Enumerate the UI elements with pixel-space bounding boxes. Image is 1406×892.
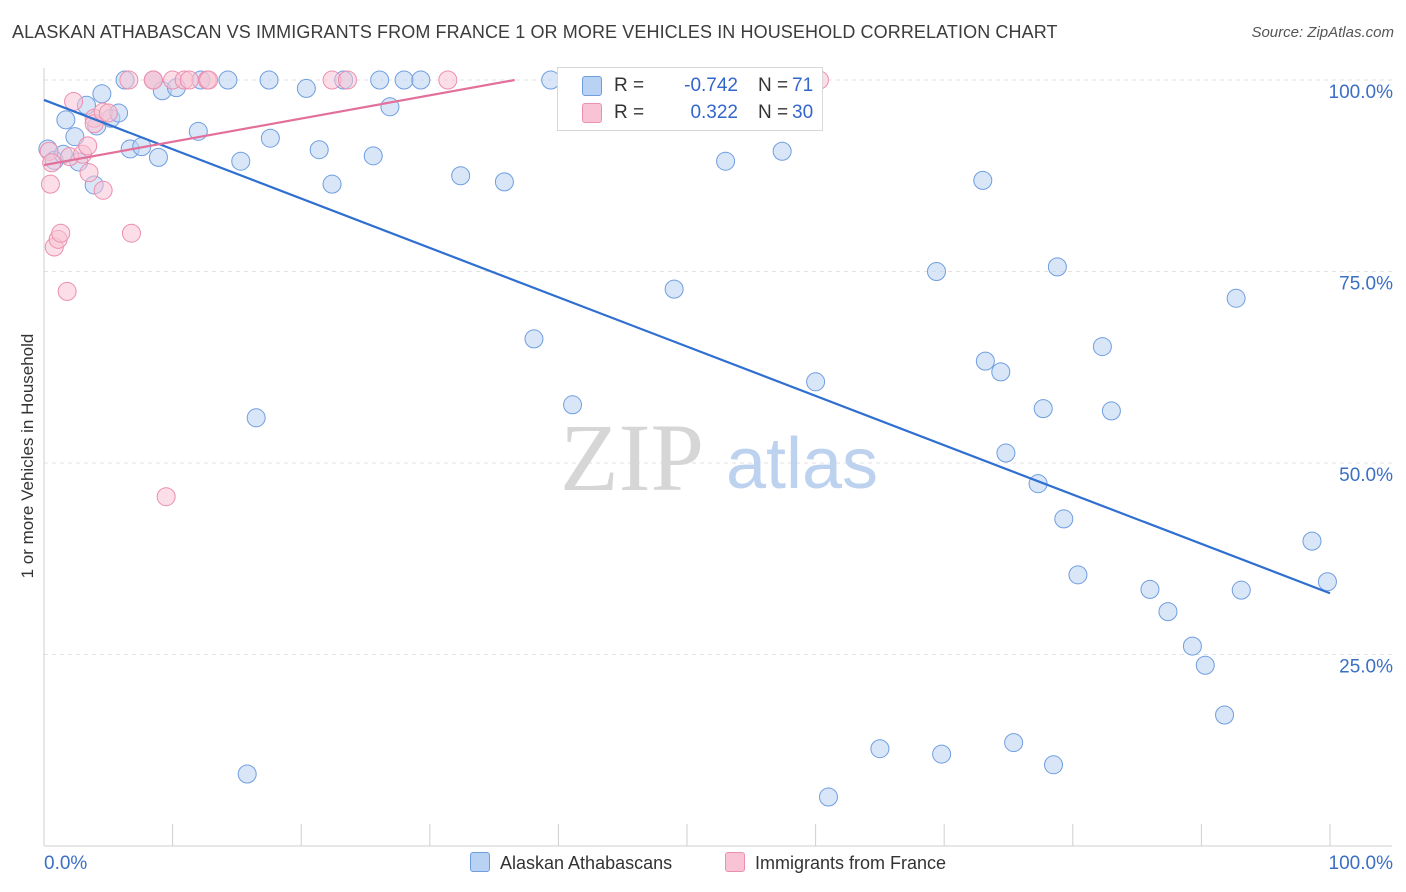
data-point: [148, 147, 168, 167]
data-point: [1054, 509, 1074, 529]
data-point: [1302, 531, 1322, 551]
data-point: [370, 70, 390, 90]
data-point: [363, 146, 383, 166]
data-point: [1140, 579, 1160, 599]
legend-r-value: 0.322: [690, 102, 738, 123]
x-tick-label-max: 100.0%: [1329, 853, 1394, 874]
data-point: [65, 127, 85, 147]
data-point: [411, 70, 431, 90]
trend-line: [43, 78, 515, 167]
legend-r-value: -0.742: [684, 75, 738, 96]
data-point: [494, 172, 514, 192]
data-point: [1317, 572, 1337, 592]
data-point: [1033, 399, 1053, 419]
data-point: [98, 103, 118, 123]
legend-n-value: 30: [792, 102, 814, 123]
y-tick-label: 25.0%: [1339, 657, 1393, 678]
data-point: [143, 70, 163, 90]
data-point: [1068, 565, 1088, 585]
data-point: [260, 128, 280, 148]
data-point: [524, 329, 544, 349]
data-point: [78, 136, 98, 156]
data-point: [246, 408, 266, 428]
data-point: [1158, 602, 1178, 622]
data-point: [394, 70, 414, 90]
y-tick-label: 50.0%: [1339, 465, 1393, 486]
data-point: [121, 223, 141, 243]
data-point: [337, 70, 357, 90]
legend-swatch-pink: [582, 103, 602, 123]
data-point: [991, 362, 1011, 382]
data-point: [438, 70, 458, 90]
data-point: [322, 174, 342, 194]
bottom-legend-label: Immigrants from France: [755, 853, 947, 873]
data-point: [309, 140, 329, 160]
bottom-legend-label: Alaskan Athabascans: [500, 853, 673, 873]
legend-r-label: R =: [614, 75, 645, 96]
data-point: [1182, 636, 1202, 656]
data-point: [451, 166, 471, 186]
source-label: Source: ZipAtlas.com: [1251, 24, 1394, 41]
legend-n-label: N =: [758, 75, 789, 96]
data-point: [259, 70, 279, 90]
data-point: [1195, 655, 1215, 675]
data-point: [218, 70, 238, 90]
data-point: [932, 744, 952, 764]
data-point: [926, 262, 946, 281]
y-tick-label: 100.0%: [1329, 82, 1394, 103]
data-point: [563, 395, 583, 415]
trend-lines: [43, 78, 1331, 595]
bottom-legend-swatch-pink: [725, 852, 745, 872]
data-point: [199, 70, 219, 90]
legend-swatch-blue: [582, 76, 602, 96]
data-point: [1101, 401, 1121, 421]
data-point: [179, 70, 199, 90]
data-point: [51, 223, 71, 243]
data-point: [973, 170, 993, 190]
data-point: [237, 764, 257, 784]
trend-line: [43, 98, 1331, 595]
legend-n-label: N =: [758, 102, 789, 123]
data-point: [1047, 257, 1067, 277]
legend-n-value: 71: [792, 75, 814, 96]
data-point: [119, 70, 139, 90]
data-point: [1226, 288, 1246, 308]
data-point: [231, 151, 251, 171]
axes: [43, 68, 1392, 847]
legend-r-label: R =: [614, 102, 645, 123]
watermark-atlas: atlas: [726, 424, 878, 504]
data-point: [40, 174, 60, 194]
tick-labels: 100.0% 75.0% 50.0% 25.0% 0.0% 100.0%: [44, 82, 1393, 874]
correlation-legend: R = -0.742 N = 71 R = 0.322 N = 30: [557, 67, 823, 131]
bottom-legend-swatch-blue: [470, 852, 490, 872]
data-point: [716, 151, 736, 171]
data-point: [156, 487, 176, 507]
data-point: [56, 110, 76, 130]
data-point: [870, 739, 890, 759]
data-point: [57, 281, 77, 301]
data-point: [79, 163, 99, 183]
data-point: [1215, 705, 1235, 725]
data-point: [772, 141, 792, 161]
x-tick-label-min: 0.0%: [44, 853, 87, 874]
data-point: [664, 279, 684, 299]
data-point: [1092, 337, 1112, 357]
data-point: [1004, 733, 1024, 753]
data-point: [818, 787, 838, 807]
data-point: [975, 351, 995, 371]
bottom-legend-alaskan-athabascans: Alaskan Athabascans: [470, 852, 672, 874]
data-point: [92, 84, 112, 104]
bottom-legend-immigrants-from-france: Immigrants from France: [725, 852, 946, 874]
data-point: [1044, 755, 1064, 775]
data-point: [296, 78, 316, 98]
data-point: [93, 180, 113, 200]
chart-title: ALASKAN ATHABASCAN VS IMMIGRANTS FROM FR…: [12, 22, 1058, 42]
data-point: [1231, 580, 1251, 600]
data-point: [806, 372, 826, 392]
watermark-zip: ZIP: [560, 404, 704, 511]
y-tick-label: 75.0%: [1339, 274, 1393, 295]
series-immigrants-from-france-points: [39, 70, 829, 507]
data-point: [996, 443, 1016, 463]
